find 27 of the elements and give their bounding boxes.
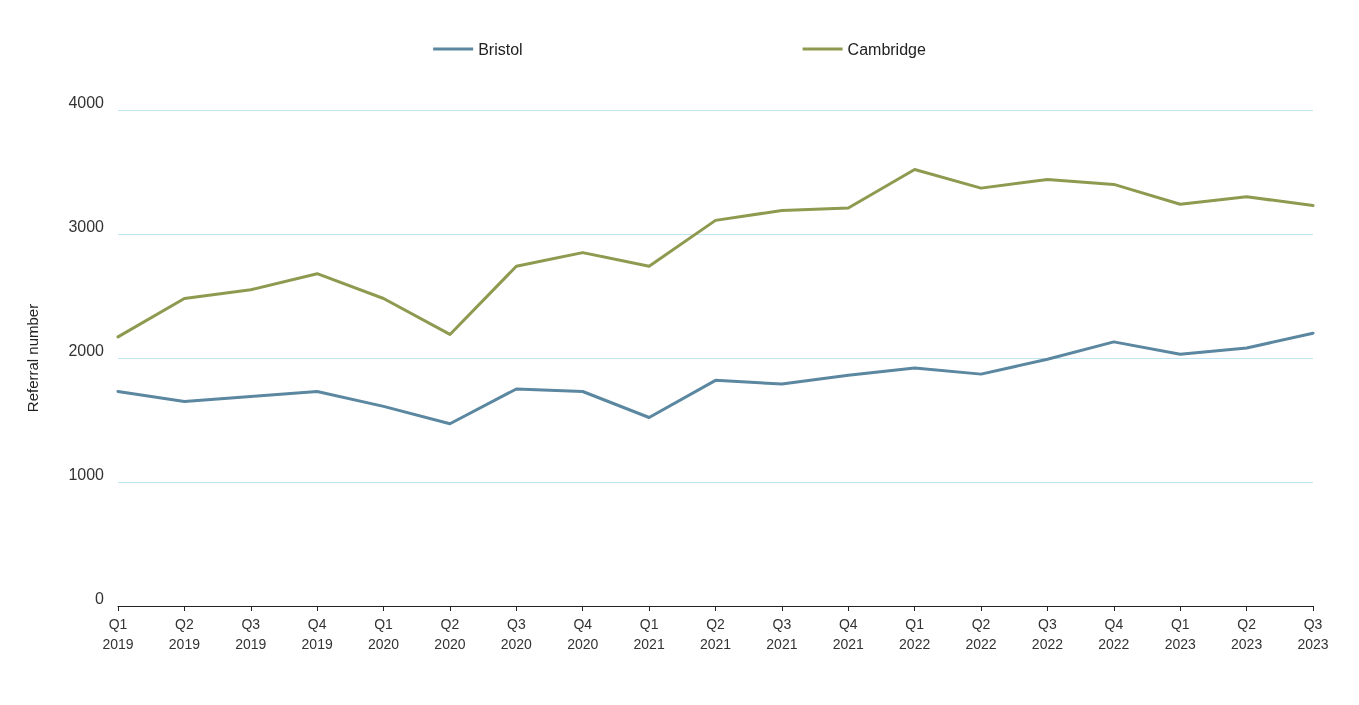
x-tick-label: Q1 2023	[1164, 616, 1196, 652]
y-axis-title: Referral number	[24, 303, 41, 413]
y-tick-label: 3000	[68, 217, 105, 235]
x-tick-label: Q4 2021	[832, 616, 865, 652]
x-tick-label: Q2 2023	[1231, 616, 1263, 652]
y-tick-label: 1000	[68, 465, 105, 483]
x-tick-label: Q1 2020	[367, 616, 400, 652]
x-tick-label: Q3 2021	[766, 616, 798, 652]
x-tick-label: Q1 2022	[899, 616, 931, 652]
x-tick-label: Q1 2019	[102, 616, 134, 652]
x-tick-label: Q2 2020	[434, 616, 466, 652]
y-tick-label: 0	[95, 589, 105, 607]
x-tick-label: Q2 2021	[699, 616, 732, 652]
legend-label: Cambridge	[847, 40, 926, 58]
x-tick-label: Q4 2020	[567, 616, 599, 652]
x-tick-label: Q3 2023	[1297, 616, 1329, 652]
x-tick-label: Q4 2019	[301, 616, 333, 652]
x-tick-label: Q2 2022	[965, 616, 997, 652]
x-tick-label: Q2 2019	[168, 616, 201, 652]
legend-label: Bristol	[478, 40, 523, 58]
y-tick-label: 4000	[68, 93, 105, 111]
x-tick-label: Q3 2022	[1031, 616, 1064, 652]
x-tick-label: Q3 2020	[500, 616, 533, 652]
x-tick-label: Q3 2019	[235, 616, 267, 652]
x-tick-label: Q4 2022	[1098, 616, 1130, 652]
x-tick-label: Q1 2021	[633, 616, 665, 652]
y-tick-label: 2000	[68, 341, 105, 359]
